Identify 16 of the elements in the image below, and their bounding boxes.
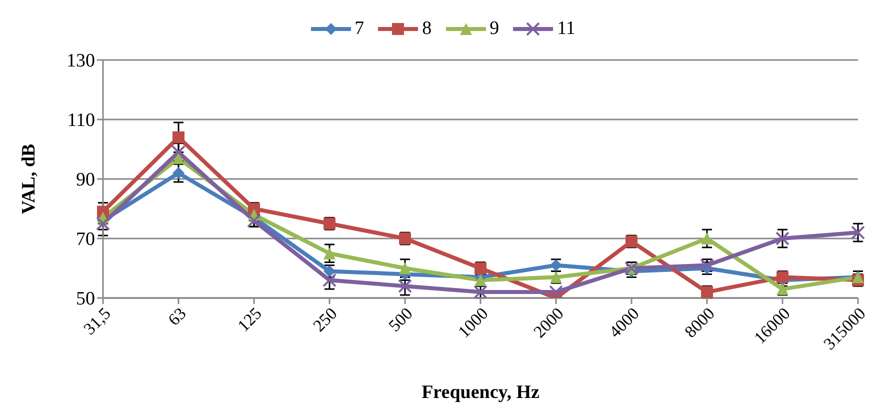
x-tick-label: 4000: [605, 304, 643, 342]
y-tick-label: 70: [76, 229, 95, 250]
x-tick-label: 125: [234, 304, 266, 336]
x-tick-label: 63: [164, 304, 190, 330]
x-tick-label: 250: [309, 304, 341, 336]
legend-label: 11: [557, 18, 576, 40]
x-axis-title: Frequency, Hz: [422, 382, 540, 403]
y-tick-label: 130: [66, 50, 95, 72]
legend-label: 9: [490, 18, 500, 40]
x-tick-label: 8000: [680, 304, 718, 342]
y-tick-label: 110: [67, 110, 95, 132]
y-tick-label: 90: [76, 170, 95, 191]
x-tick-label: 500: [384, 304, 416, 336]
legend-label: 7: [354, 18, 364, 40]
y-axis-title: VAL, dB: [18, 143, 40, 214]
legend-label: 8: [422, 18, 432, 40]
